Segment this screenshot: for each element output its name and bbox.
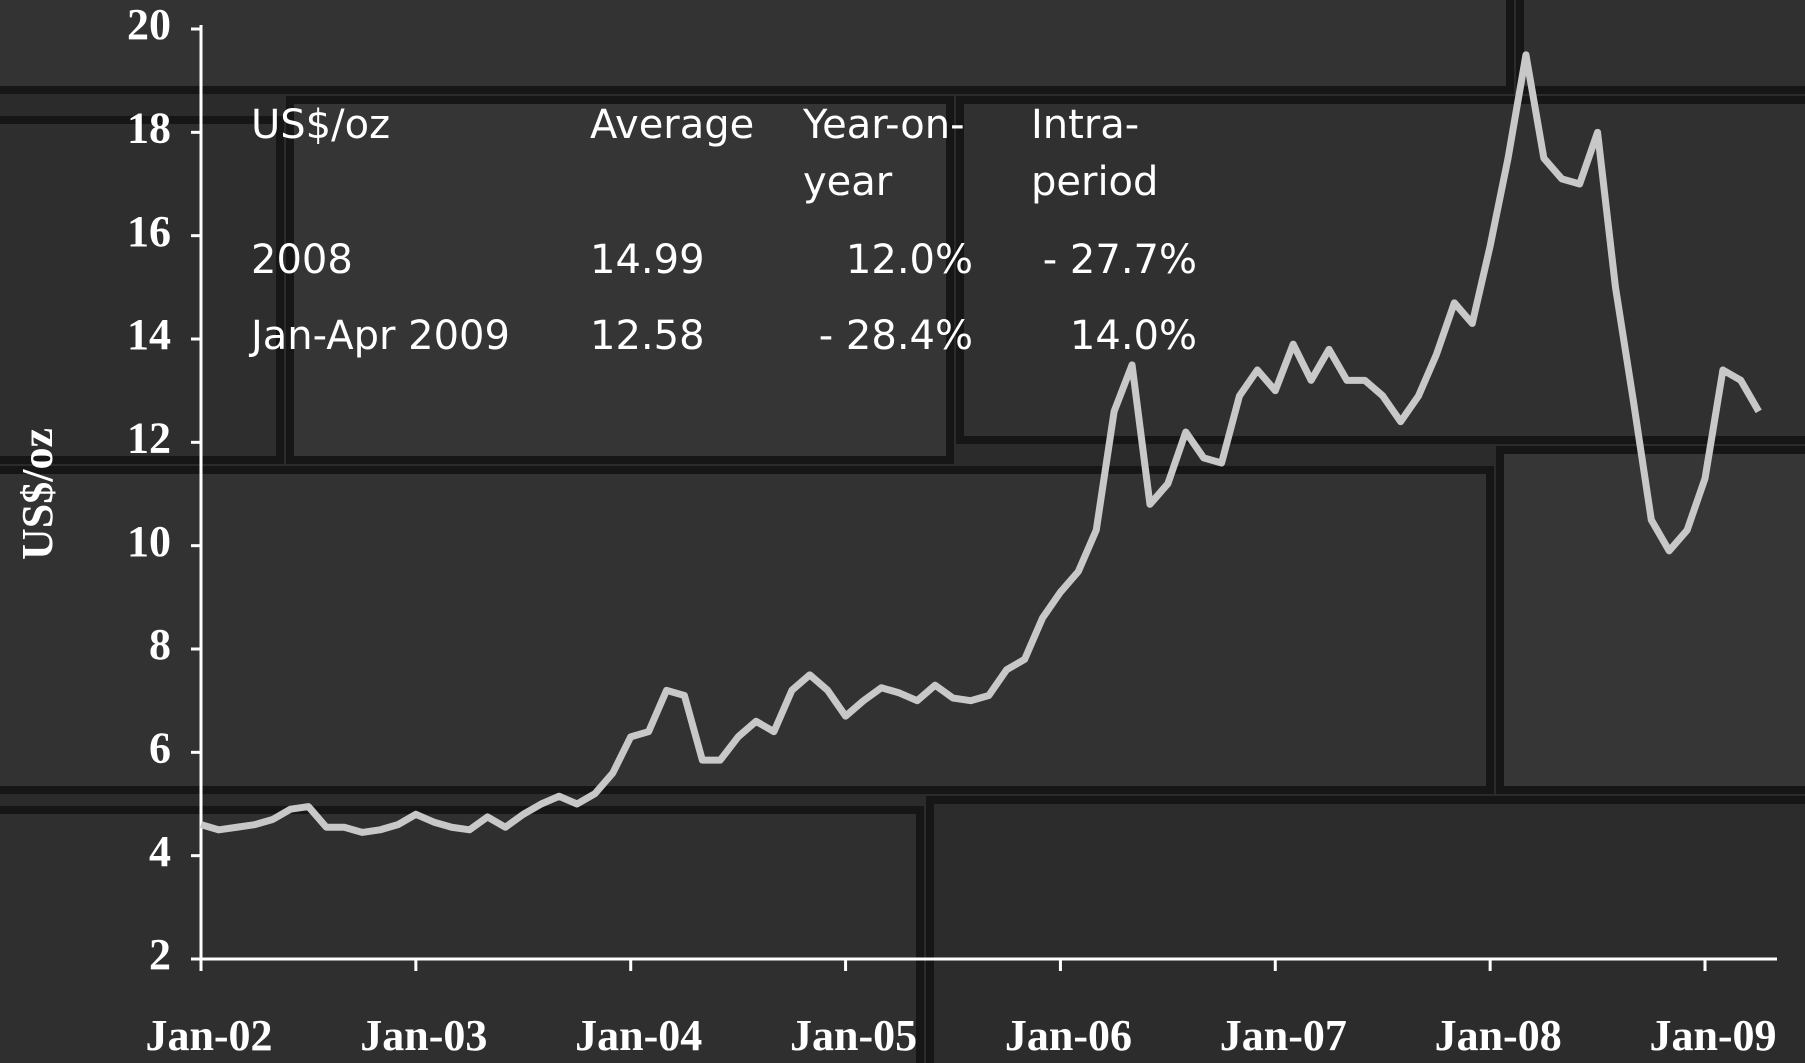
- x-tick-label: Jan-09: [1649, 1011, 1776, 1060]
- x-tick-label: Jan-07: [1220, 1011, 1347, 1060]
- table-header: Intra-: [1031, 102, 1139, 148]
- table-cell: 12.58: [590, 313, 705, 359]
- y-tick-label: 14: [127, 310, 171, 359]
- table-header: US$/oz: [251, 102, 390, 148]
- y-axis-label: US$/oz: [13, 428, 62, 560]
- table-cell: Jan-Apr 2009: [248, 313, 510, 359]
- y-tick-label: 4: [149, 827, 171, 876]
- price-line: [200, 51, 1762, 836]
- y-tick-label: 6: [149, 723, 171, 772]
- table-cell: 14.0%: [1070, 313, 1197, 359]
- y-tick-label: 8: [149, 620, 171, 669]
- y-tick-label: 16: [127, 207, 171, 256]
- y-tick-label: 12: [127, 413, 171, 462]
- y-tick-label: 18: [127, 103, 171, 152]
- table-cell: 14.99: [590, 237, 705, 283]
- table-cell: - 27.7%: [1043, 237, 1197, 283]
- x-tick-label: Jan-05: [790, 1011, 917, 1060]
- table-header: Average: [590, 102, 754, 148]
- x-tick-label: Jan-04: [575, 1011, 702, 1060]
- x-tick-label: Jan-06: [1005, 1011, 1132, 1060]
- x-tick-label: Jan-08: [1435, 1011, 1562, 1060]
- y-tick-label: 10: [127, 517, 171, 566]
- x-tick-label: Jan-03: [360, 1011, 487, 1060]
- table-cell: - 28.4%: [819, 313, 973, 359]
- table-header: Year-on-: [802, 102, 965, 148]
- y-tick-label: 2: [149, 930, 171, 979]
- table-cell: 12.0%: [846, 237, 973, 283]
- table-header: year: [803, 159, 893, 205]
- table-header: period: [1031, 159, 1158, 205]
- table-cell: 2008: [251, 237, 353, 283]
- x-tick-label: Jan-02: [145, 1011, 272, 1060]
- y-tick-label: 20: [127, 0, 171, 49]
